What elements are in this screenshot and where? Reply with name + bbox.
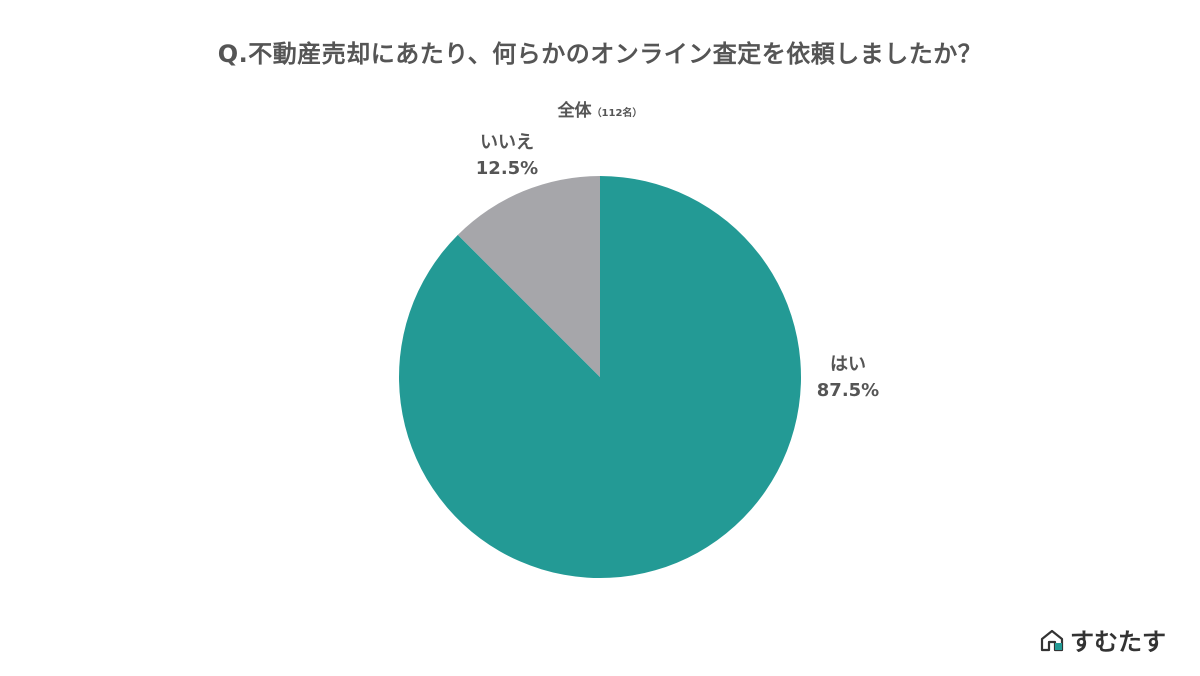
slice-label-yes-name: はい (830, 354, 866, 375)
house-logo-icon (1040, 629, 1064, 651)
brand-logo: すむたす (1040, 622, 1166, 657)
slice-label-no-name: いいえ (480, 132, 534, 153)
slice-label-no: いいえ 12.5% (462, 130, 552, 182)
subtitle-text: 全体 (557, 101, 592, 121)
subtitle-note: （112名） (591, 108, 643, 119)
chart-title: Q.不動産売却にあたり、何らかのオンライン査定を依頼しましたか？ (217, 40, 983, 68)
slice-label-no-value: 12.5% (475, 158, 539, 179)
brand-name: すむたす (1070, 628, 1166, 656)
slice-label-yes-value: 87.5% (816, 380, 880, 401)
pie-slice-no (457, 176, 600, 377)
chart-subtitle: 全体（112名） (500, 96, 700, 121)
slice-label-yes: はい 87.5% (808, 352, 888, 404)
